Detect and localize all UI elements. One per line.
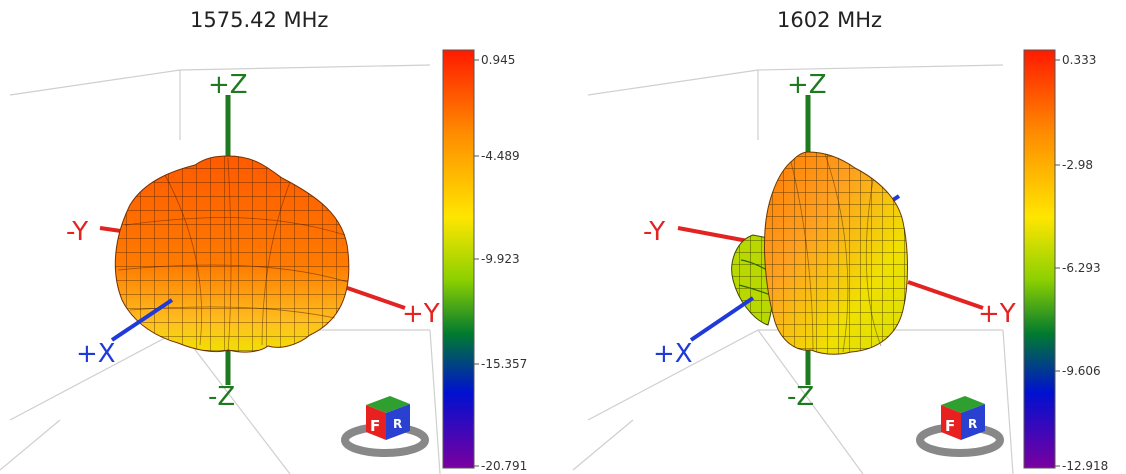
- colorbar-label-4: -15.357: [481, 357, 527, 371]
- colorbar-label-2: -4.489: [481, 149, 520, 163]
- colorbar: 0.333 -2.98 -6.293 -9.606 -12.918: [1023, 49, 1108, 473]
- axis-label-plus-x: +X: [76, 339, 116, 369]
- axis-x-plus: [110, 298, 174, 342]
- axis-y-minus: [677, 226, 754, 244]
- view-cube-top[interactable]: [941, 396, 985, 413]
- radiation-pattern-3d-view[interactable]: +Z -Y +Y +X -Z F R 0.945 -4.489 -9.923 -…: [0, 0, 563, 474]
- view-cube-front[interactable]: [941, 405, 961, 440]
- colorbar: 0.945 -4.489 -9.923 -15.357 -20.791: [442, 49, 527, 473]
- view-cube-right[interactable]: [386, 404, 410, 440]
- colorbar-gradient: [442, 49, 475, 469]
- colorbar-label-3: -6.293: [1062, 261, 1101, 275]
- axis-label-minus-y: -Y: [643, 217, 665, 247]
- view-cube-front[interactable]: [366, 405, 386, 440]
- view-cube-right-label: R: [968, 417, 977, 431]
- view-cube-right-label: R: [393, 417, 402, 431]
- axis-x-plus-back: [891, 194, 901, 202]
- radiation-lobe: [114, 155, 350, 353]
- axis-y-plus: [907, 280, 984, 310]
- axis-x-plus: [689, 296, 755, 342]
- radiation-pattern-3d-view[interactable]: +Z -Y +Y +X -Z F R 0.333 -2.98 -6.293 -9…: [563, 0, 1126, 474]
- view-cube-front-label: F: [370, 417, 380, 435]
- colorbar-label-min: -12.918: [1062, 459, 1108, 473]
- colorbar-label-min: -20.791: [481, 459, 527, 473]
- axis-label-minus-y: -Y: [66, 217, 88, 247]
- pattern-panel-1575: 1575.42 MHz +Z -Y: [0, 0, 563, 474]
- panel-title: 1575.42 MHz: [190, 8, 329, 32]
- view-cube-front-label: F: [945, 417, 955, 435]
- axis-label-plus-y: +Y: [978, 299, 1016, 329]
- pattern-panel-1602: 1602 MHz: [563, 0, 1126, 474]
- axis-label-plus-z: +Z: [787, 70, 827, 100]
- axis-label-minus-z: -Z: [208, 382, 235, 412]
- axes-front: [689, 296, 755, 342]
- colorbar-label-max: 0.333: [1062, 53, 1096, 67]
- bounding-box: [572, 64, 1014, 474]
- colorbar-label-4: -9.606: [1062, 364, 1101, 378]
- colorbar-label-2: -2.98: [1062, 158, 1093, 172]
- colorbar-label-max: 0.945: [481, 53, 515, 67]
- view-cube-top[interactable]: [366, 396, 410, 413]
- colorbar-gradient: [1023, 49, 1056, 469]
- axis-label-minus-z: -Z: [787, 382, 814, 412]
- axis-label-plus-y: +Y: [402, 299, 440, 329]
- axis-label-plus-z: +Z: [208, 70, 248, 100]
- radiation-lobe: [764, 151, 908, 355]
- panel-title: 1602 MHz: [777, 8, 883, 32]
- colorbar-label-3: -9.923: [481, 252, 520, 266]
- axis-label-plus-x: +X: [653, 339, 693, 369]
- axes: [677, 95, 984, 385]
- view-cube[interactable]: F R: [916, 396, 1004, 457]
- axes-front: [110, 298, 174, 342]
- view-cube[interactable]: F R: [341, 396, 429, 457]
- view-cube-right[interactable]: [961, 404, 985, 440]
